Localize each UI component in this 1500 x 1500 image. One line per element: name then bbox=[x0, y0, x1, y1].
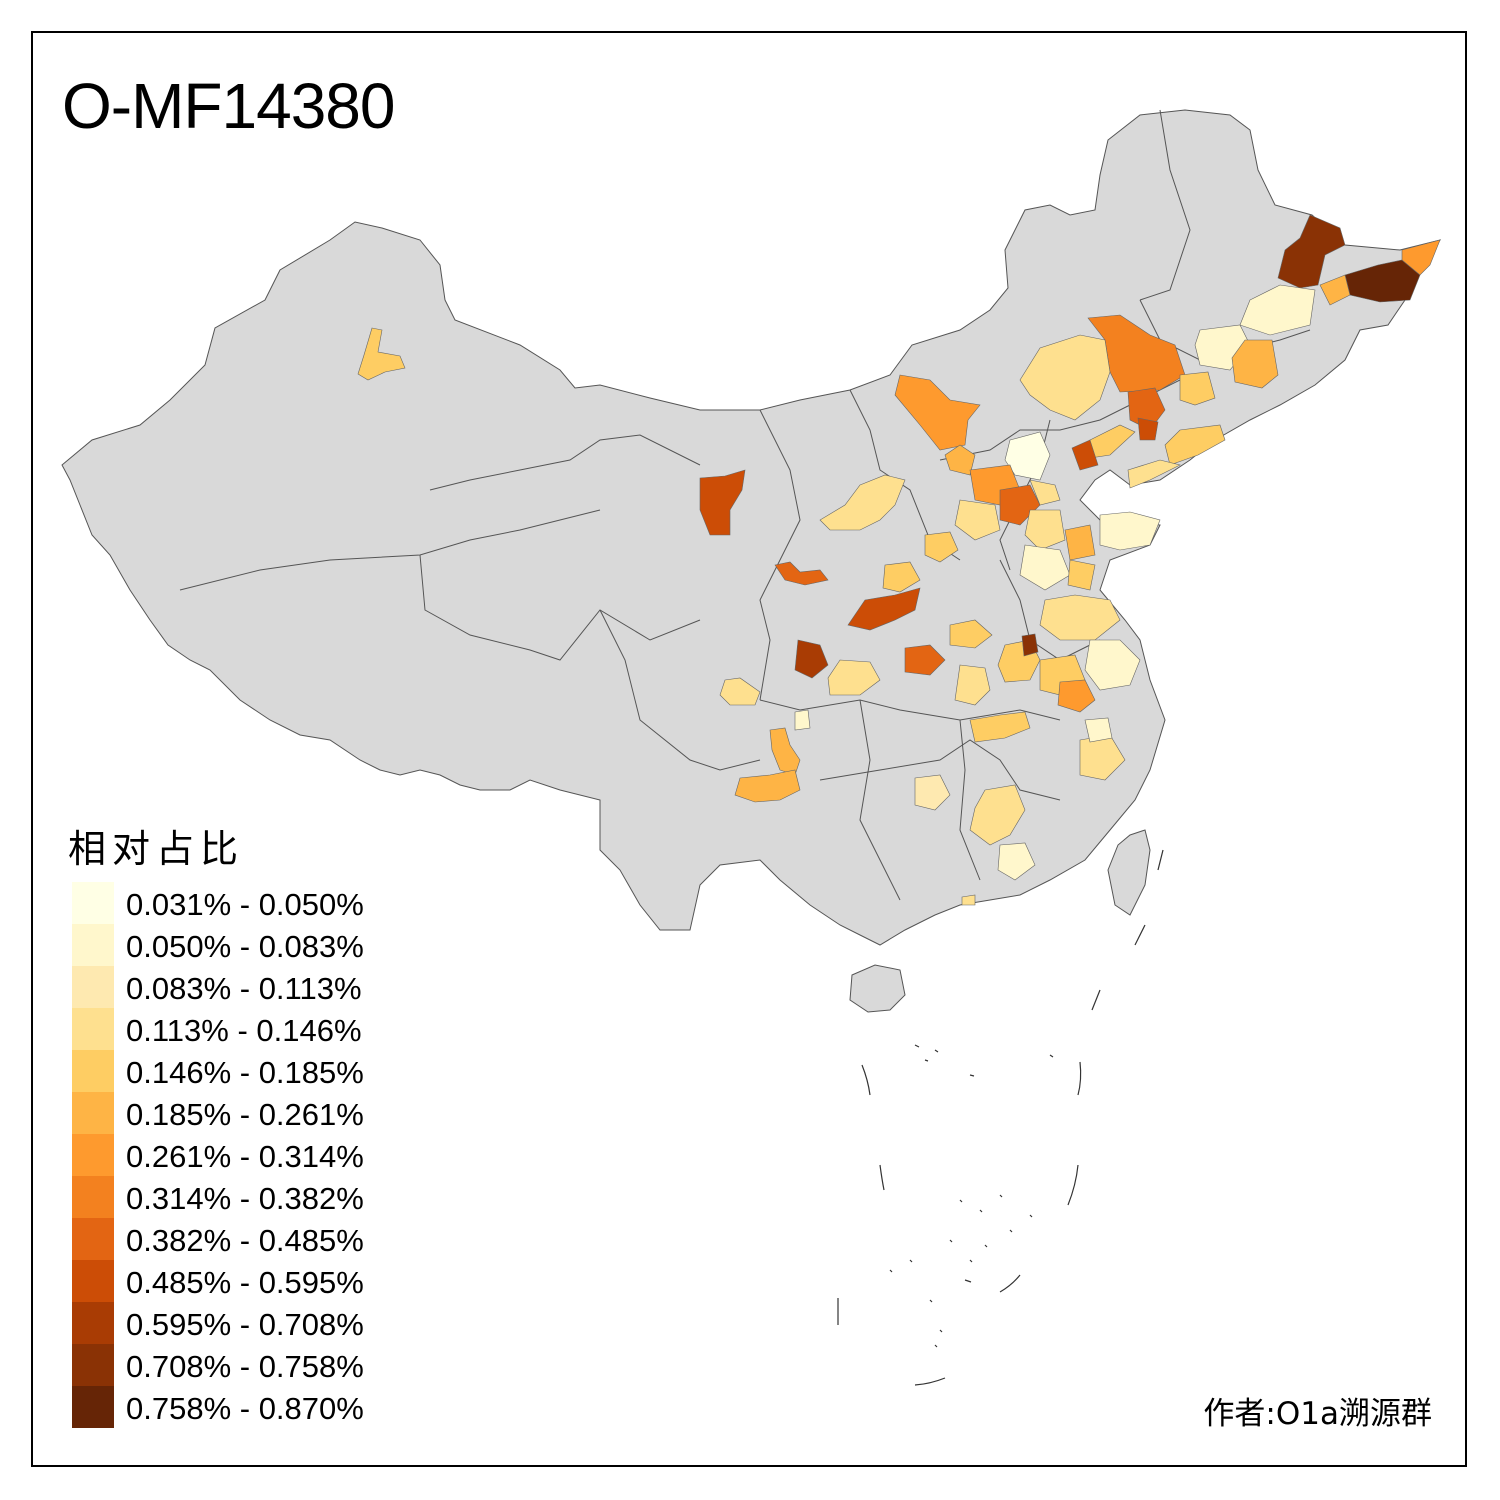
legend-item: 0.708% - 0.758% bbox=[72, 1344, 402, 1386]
region-hunan-1 bbox=[914, 774, 951, 811]
region-ningxia-1 bbox=[699, 469, 746, 536]
legend-swatch bbox=[72, 924, 114, 966]
region-shandong-3 bbox=[1019, 544, 1071, 591]
region-henan-1 bbox=[949, 619, 993, 649]
legend-item: 0.185% - 0.261% bbox=[72, 1092, 402, 1134]
legend-label: 0.595% - 0.708% bbox=[126, 1307, 364, 1342]
region-shaanxi-north bbox=[819, 474, 906, 531]
region-nei-mongol-mid bbox=[1019, 334, 1111, 421]
legend-title: 相对占比 bbox=[68, 827, 245, 871]
region-shaanxi-south bbox=[827, 659, 881, 696]
map-title: O-MF14380 bbox=[62, 70, 395, 142]
legend-swatch bbox=[72, 1050, 114, 1092]
region-zhejiang-1 bbox=[1057, 679, 1096, 713]
choropleth-regions bbox=[357, 214, 1441, 906]
region-shandong-1 bbox=[1064, 524, 1096, 561]
region-liaoning-2 bbox=[1164, 424, 1226, 466]
region-jilin-2 bbox=[1231, 339, 1279, 389]
legend-label: 0.083% - 0.113% bbox=[126, 971, 362, 1006]
legend-item: 0.261% - 0.314% bbox=[72, 1134, 402, 1176]
legend-swatch bbox=[72, 1260, 114, 1302]
region-sichuan-2 bbox=[719, 677, 761, 706]
region-shandong-4 bbox=[1067, 559, 1096, 591]
region-guangdong-1 bbox=[997, 842, 1036, 881]
legend-item: 0.595% - 0.708% bbox=[72, 1302, 402, 1344]
region-shandong-east bbox=[1099, 511, 1161, 551]
legend-item: 0.382% - 0.485% bbox=[72, 1218, 402, 1260]
legend-item: 0.146% - 0.185% bbox=[72, 1050, 402, 1092]
legend-label: 0.031% - 0.050% bbox=[126, 887, 364, 922]
legend-label: 0.382% - 0.485% bbox=[126, 1223, 364, 1258]
region-hebei-coast bbox=[1071, 439, 1099, 471]
legend-item: 0.083% - 0.113% bbox=[72, 966, 402, 1008]
legend-label: 0.758% - 0.870% bbox=[126, 1391, 364, 1426]
region-shanxi-mid bbox=[954, 499, 1001, 541]
region-hubei-1 bbox=[954, 664, 991, 706]
legend-item: 0.113% - 0.146% bbox=[72, 1008, 402, 1050]
legend: 0.031% - 0.050% 0.050% - 0.083% 0.083% - 0… bbox=[72, 882, 402, 1428]
south-sea-islands bbox=[837, 849, 1164, 1386]
hainan-island bbox=[849, 964, 906, 1013]
region-jiangsu-1 bbox=[1039, 594, 1121, 641]
region-beijing-area bbox=[1004, 431, 1051, 481]
region-sichuan-1 bbox=[794, 639, 829, 679]
legend-item: 0.050% - 0.083% bbox=[72, 924, 402, 966]
legend-swatch bbox=[72, 1302, 114, 1344]
legend-swatch bbox=[72, 1134, 114, 1176]
legend-label: 0.708% - 0.758% bbox=[126, 1349, 364, 1384]
legend-label: 0.485% - 0.595% bbox=[126, 1265, 364, 1300]
legend-item: 0.031% - 0.050% bbox=[72, 882, 402, 924]
region-xinjiang-1 bbox=[357, 327, 406, 381]
legend-swatch bbox=[72, 1008, 114, 1050]
legend-label: 0.261% - 0.314% bbox=[126, 1139, 364, 1174]
region-yunnan-2 bbox=[734, 769, 801, 803]
region-nei-mongol-west bbox=[894, 374, 981, 451]
legend-item: 0.485% - 0.595% bbox=[72, 1260, 402, 1302]
region-heilongjiang-4 bbox=[1319, 274, 1351, 306]
region-sichuan-3 bbox=[794, 709, 811, 731]
region-shaanxi-2 bbox=[924, 531, 959, 563]
region-jiangxi-1 bbox=[969, 784, 1026, 846]
legend-item: 0.758% - 0.870% bbox=[72, 1386, 402, 1428]
region-shaanxi-4 bbox=[847, 587, 921, 631]
legend-swatch bbox=[72, 1344, 114, 1386]
region-liaoning-3 bbox=[1127, 459, 1181, 489]
legend-item: 0.314% - 0.382% bbox=[72, 1176, 402, 1218]
legend-swatch bbox=[72, 966, 114, 1008]
legend-swatch bbox=[72, 882, 114, 924]
legend-label: 0.050% - 0.083% bbox=[126, 929, 364, 964]
region-heilongjiang-1 bbox=[1277, 214, 1346, 289]
region-heilongjiang-2 bbox=[1344, 259, 1421, 303]
region-hebei-3 bbox=[1029, 479, 1061, 506]
legend-swatch bbox=[72, 1218, 114, 1260]
region-shandong-2 bbox=[1024, 509, 1066, 551]
legend-swatch bbox=[72, 1092, 114, 1134]
taiwan-island bbox=[1107, 829, 1151, 916]
region-guangdong-2 bbox=[961, 894, 976, 906]
legend-swatch bbox=[72, 1176, 114, 1218]
map-frame bbox=[31, 31, 1467, 1467]
legend-swatch bbox=[72, 1386, 114, 1428]
base-land bbox=[61, 109, 1442, 1013]
region-shaanxi-3 bbox=[882, 561, 921, 593]
region-liaoning-4 bbox=[1127, 387, 1166, 431]
legend-label: 0.146% - 0.185% bbox=[126, 1055, 364, 1090]
author-credit: 作者:O1a溯源群 bbox=[1203, 1396, 1432, 1432]
region-anhui-2 bbox=[1021, 633, 1039, 657]
region-henan-2 bbox=[904, 644, 946, 676]
region-liaoning-1 bbox=[1179, 371, 1216, 406]
legend-label: 0.314% - 0.382% bbox=[126, 1181, 364, 1216]
legend-label: 0.185% - 0.261% bbox=[126, 1097, 364, 1132]
region-gansu-1 bbox=[774, 561, 829, 586]
region-heilongjiang-3 bbox=[1401, 239, 1441, 276]
region-hubei-2 bbox=[969, 711, 1031, 743]
region-yunnan-1 bbox=[769, 727, 801, 776]
china-mainland bbox=[61, 109, 1442, 946]
region-shanxi-north bbox=[944, 444, 976, 476]
legend-label: 0.113% - 0.146% bbox=[126, 1013, 362, 1048]
region-jiangsu-2 bbox=[1084, 639, 1141, 691]
region-zhejiang-3 bbox=[1084, 717, 1113, 743]
region-liaoning-5 bbox=[1137, 417, 1159, 441]
